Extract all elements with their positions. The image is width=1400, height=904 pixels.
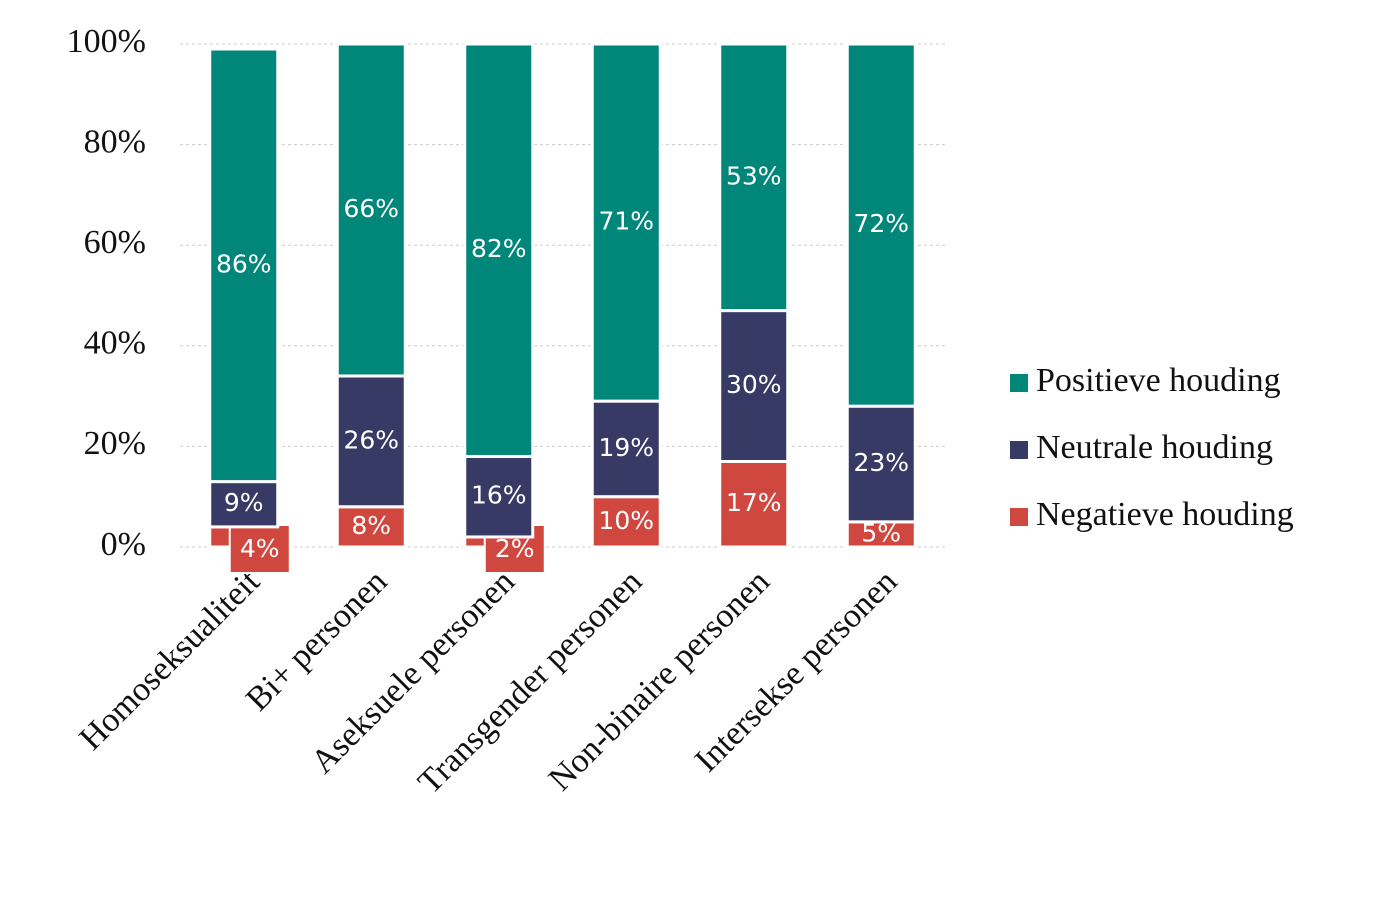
y-tick-label: 20%	[84, 425, 146, 462]
legend-label: Negatieve houding	[1036, 496, 1294, 533]
legend-swatch	[1010, 441, 1028, 459]
y-tick-label: 80%	[84, 123, 146, 160]
data-label: 17%	[726, 488, 782, 517]
data-label: 71%	[598, 207, 654, 236]
y-tick-label: 0%	[101, 526, 146, 563]
data-label: 19%	[598, 433, 654, 462]
legend-label: Neutrale houding	[1036, 429, 1273, 466]
bar-segment	[718, 459, 790, 549]
data-label: 9%	[224, 488, 264, 517]
x-tick-label: Homoseksualiteit	[72, 563, 267, 758]
bar-segment	[463, 42, 535, 458]
label-box	[228, 524, 291, 574]
data-label: 86%	[216, 249, 272, 278]
y-tick-label: 60%	[84, 224, 146, 261]
bar-segment	[335, 505, 407, 549]
legend-swatch	[1010, 508, 1028, 526]
data-label: 10%	[598, 506, 654, 535]
bar-segment	[845, 404, 917, 524]
data-label: 30%	[726, 370, 782, 399]
data-label: 82%	[471, 234, 527, 263]
legend-label: Positieve houding	[1036, 362, 1281, 399]
data-label: 26%	[343, 425, 399, 454]
bar-segment	[718, 42, 790, 313]
y-tick-label: 100%	[67, 23, 146, 60]
data-label: 16%	[471, 481, 527, 510]
data-label: 53%	[726, 161, 782, 190]
bar-segment	[590, 42, 662, 403]
x-tick-label: Non-binaire personen	[542, 563, 777, 798]
bar-segment	[845, 42, 917, 408]
data-label: 4%	[240, 534, 280, 563]
data-label: 23%	[853, 448, 909, 477]
bar-segment	[335, 42, 407, 378]
data-label: 66%	[343, 194, 399, 223]
y-tick-label: 40%	[84, 325, 146, 362]
legend-swatch	[1010, 374, 1028, 392]
data-label: 72%	[853, 209, 909, 238]
bar-segment	[845, 520, 917, 549]
x-tick-label: Transgender personen	[411, 563, 649, 801]
data-label: 8%	[351, 511, 391, 540]
bar-segment	[208, 47, 280, 484]
bar-segment	[335, 374, 407, 509]
bar-segment	[208, 480, 280, 529]
data-label: 2%	[495, 534, 535, 563]
bar-segment	[463, 454, 535, 539]
